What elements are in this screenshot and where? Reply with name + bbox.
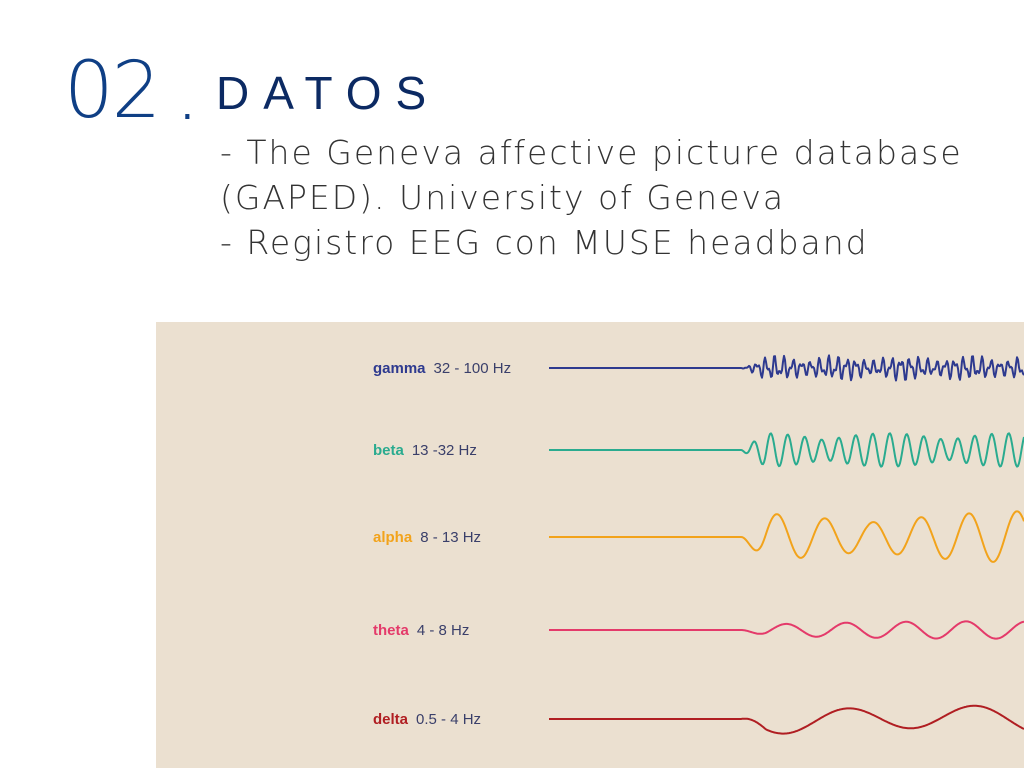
body-text: - The Geneva affective picture database …: [220, 130, 1010, 265]
eeg-waveforms: gamma 32 - 100 Hz beta 13 -32 Hz alpha 8 - 13…: [373, 354, 1024, 735]
band-label-gamma: gamma 32 - 100 Hz: [373, 360, 511, 377]
band-label-beta: beta 13 -32 Hz: [373, 442, 477, 459]
band-range: 0.5 - 4 Hz: [416, 711, 481, 728]
band-name: delta: [373, 711, 409, 728]
section-number-dot: .: [181, 83, 194, 129]
section-number: 02: [64, 46, 161, 136]
waveform-theta: [549, 620, 1024, 640]
band-range: 8 - 13 Hz: [420, 529, 481, 546]
band-label-alpha: alpha 8 - 13 Hz: [373, 529, 481, 546]
band-name: theta: [373, 622, 409, 639]
waveform-delta: [549, 704, 1024, 735]
band-name: beta: [373, 442, 405, 459]
waveform-gamma: [549, 354, 1024, 382]
section-title: DATOS: [216, 67, 441, 119]
bullet-eeg-muse-headband: - Registro EEG con MUSE headband: [220, 223, 869, 262]
band-name: alpha: [373, 529, 413, 546]
band-label-theta: theta 4 - 8 Hz: [373, 622, 469, 639]
waveform-beta: [549, 432, 1024, 468]
waveform-alpha: [549, 510, 1024, 563]
eeg-bands-illustration: gamma 32 - 100 Hz beta 13 -32 Hz alpha 8 - 13…: [156, 322, 1024, 768]
band-range: 4 - 8 Hz: [417, 622, 470, 639]
bullet-gaped-database: - The Geneva affective picture database: [220, 133, 963, 172]
band-range: 13 -32 Hz: [412, 442, 477, 459]
band-label-delta: delta 0.5 - 4 Hz: [373, 711, 481, 728]
bullet-gaped-database-continued: (GAPED). University of Geneva: [220, 178, 786, 217]
band-range: 32 - 100 Hz: [434, 360, 512, 377]
band-name: gamma: [373, 360, 426, 377]
